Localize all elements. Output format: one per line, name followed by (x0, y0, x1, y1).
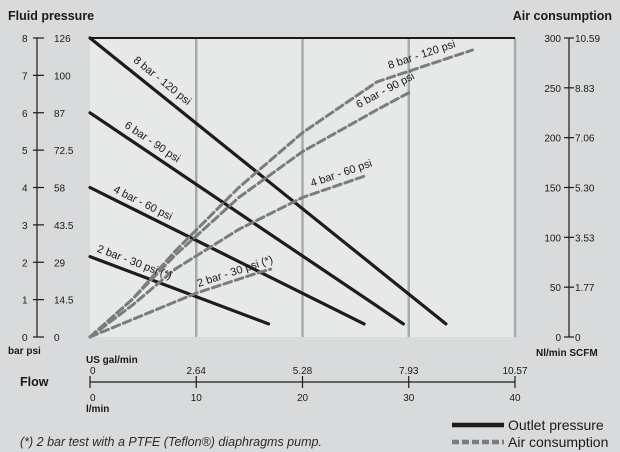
x-tick-label-l: 30 (403, 393, 415, 404)
right-tick-label-scfm: 10.59 (575, 34, 600, 45)
left-tick-label-bar: 2 (22, 258, 28, 269)
outlet-pressure-line-3 (88, 255, 271, 326)
right-axis-unit-label: Nl/min SCFM (536, 348, 598, 359)
left-tick-label-psi: 14.5 (54, 296, 74, 307)
x-tick-label-gal: 7.93 (399, 366, 419, 377)
outlet-pressure-line-2 (88, 185, 366, 326)
left-tick-label-psi: 126 (54, 34, 71, 45)
right-tick-label-nl: 50 (550, 283, 562, 294)
left-tick-label-psi: 87 (54, 109, 66, 120)
left-tick-label-bar: 1 (22, 296, 28, 307)
x-axis-title: Flow (20, 375, 49, 389)
right-tick-label-scfm: 7.06 (575, 134, 595, 145)
footnote: (*) 2 bar test with a PTFE (Teflon®) dia… (20, 435, 322, 449)
x-tick-label-gal: 10.57 (502, 366, 527, 377)
outlet-pressure-line-1 (88, 111, 405, 326)
right-tick-label-nl: 150 (544, 184, 561, 195)
left-tick-label-bar: 4 (22, 184, 28, 195)
legend-air-label: Air consumption (508, 434, 608, 450)
left-tick-label-bar: 5 (22, 146, 28, 157)
legend-outlet-label: Outlet pressure (508, 417, 604, 433)
right-tick-label-scfm: 3.53 (575, 233, 595, 244)
right-tick-label-scfm: 5.30 (575, 184, 595, 195)
left-axis-title: Fluid pressure (8, 9, 94, 23)
grid-lines (90, 37, 517, 337)
right-tick-label-nl: 0 (555, 333, 561, 344)
right-tick-label-nl: 200 (544, 134, 561, 145)
left-tick-label-bar: 7 (22, 71, 28, 82)
left-tick-label-psi: 29 (54, 258, 66, 269)
left-tick-label-bar: 6 (22, 109, 28, 120)
left-tick-label-bar: 3 (22, 221, 28, 232)
x-tick-label-gal: 5.28 (293, 366, 313, 377)
x-tick-label-l: 10 (191, 393, 203, 404)
left-tick-label-psi: 0 (54, 333, 60, 344)
legend: Outlet pressure Air consumption (452, 417, 608, 450)
left-axis-unit-label: bar psi (8, 346, 41, 357)
right-tick-label-scfm: 1.77 (575, 283, 595, 294)
left-tick-label-psi: 100 (54, 71, 71, 82)
air-consumption-line-5 (88, 91, 411, 339)
left-tick-label-psi: 72.5 (54, 146, 74, 157)
left-tick-label-psi: 43.5 (54, 221, 74, 232)
left-tick-label-bar: 0 (22, 333, 28, 344)
left-tick-label-psi: 58 (54, 184, 66, 195)
x-gal-label: US gal/min (86, 355, 138, 366)
x-tick-label-l: 0 (90, 393, 96, 404)
series-layer (88, 36, 474, 339)
x-tick-label-gal: 2.64 (187, 366, 207, 377)
right-tick-label-scfm: 8.83 (575, 84, 595, 95)
right-tick-label-nl: 100 (544, 233, 561, 244)
air-consumption-line-6 (88, 174, 368, 339)
right-axis: 0 0 50 1.77 100 3.53 150 5.30 200 7.06 250 8.83 300 1… (544, 34, 600, 344)
x-tick-label-l: 40 (509, 393, 521, 404)
left-axis: 0 0 1 14.5 2 29 3 43.5 4 58 5 72.5 6 87 7 100 8 126 (22, 34, 74, 344)
right-axis-title: Air consumption (513, 9, 612, 23)
outlet-pressure-line-0 (88, 36, 448, 326)
x-tick-label-gal: 0 (90, 366, 96, 377)
x-axis: 0 0 10 2.64 20 5.28 30 7.93 40 10.57 (89, 366, 528, 404)
right-tick-label-nl: 250 (544, 84, 561, 95)
left-tick-label-bar: 8 (22, 34, 28, 45)
right-tick-label-nl: 300 (544, 34, 561, 45)
x-l-label: l/min (86, 404, 109, 415)
air-consumption-line-7 (88, 267, 273, 339)
x-tick-label-l: 20 (297, 393, 309, 404)
right-tick-label-scfm: 0 (575, 333, 581, 344)
